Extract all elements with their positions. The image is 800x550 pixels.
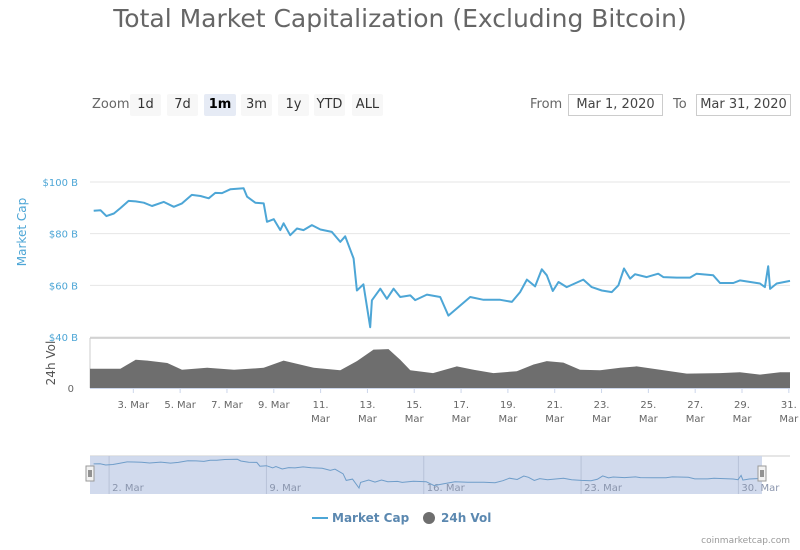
market-cap-line (93, 187, 791, 329)
x-tick-label: 11. Mar (311, 400, 331, 425)
navigator-series-line (93, 458, 763, 490)
x-tick-label: 9. Mar (258, 400, 290, 411)
to-label: To (673, 97, 687, 112)
chart-title: Total Market Capitalization (Excluding B… (113, 4, 687, 33)
navigator-tick-label: 9. Mar (269, 483, 301, 494)
x-tick-label: 25. Mar (639, 400, 659, 425)
range-button-3m[interactable]: 3m (241, 94, 272, 116)
x-tick-label: 3. Mar (118, 400, 150, 411)
x-tick-label: 13. Mar (358, 400, 378, 425)
vol-tick-label: 0 (68, 384, 74, 395)
from-label: From (530, 97, 563, 112)
x-tick-label: 19. Mar (498, 400, 518, 425)
x-tick-label: 27. Mar (686, 400, 706, 425)
navigator-tick-label: 30. Mar (741, 483, 780, 494)
y-tick-label: $60 B (49, 281, 78, 292)
to-date-input[interactable] (696, 94, 791, 116)
range-button-all[interactable]: ALL (352, 94, 383, 116)
y-tick-label: $100 B (43, 178, 79, 189)
legend-circle-icon (423, 512, 435, 524)
x-tick-label: 7. Mar (211, 400, 243, 411)
navigator-tick-label: 16. Mar (427, 483, 466, 494)
navigator-handle-left[interactable] (85, 465, 95, 482)
navigator-tick-label: 2. Mar (112, 483, 144, 494)
credit-link[interactable]: coinmarketcap.com (701, 536, 790, 546)
range-button-1y[interactable]: 1y (278, 94, 309, 116)
legend-label-market-cap: Market Cap (332, 511, 410, 525)
navigator-handle-right[interactable] (757, 465, 767, 482)
y-tick-label: $40 B (49, 333, 78, 344)
x-tick-label: 5. Mar (164, 400, 196, 411)
legend-label-volume: 24h Vol (441, 511, 491, 525)
y-axis-title-volume: 24h Vol (44, 341, 58, 386)
x-tick-label: 17. Mar (452, 400, 472, 425)
y-tick-label: $80 B (49, 230, 78, 241)
navigator-selection (90, 456, 762, 494)
navigator-tick-label: 23. Mar (584, 483, 623, 494)
x-tick-label: 29. Mar (733, 400, 753, 425)
volume-area (90, 349, 790, 388)
x-tick-label: 21. Mar (545, 400, 565, 425)
from-date-input[interactable] (568, 94, 663, 116)
zoom-label: Zoom (92, 97, 130, 112)
y-axis-title-market-cap: Market Cap (15, 198, 29, 266)
range-button-1m[interactable]: 1m (204, 94, 236, 116)
x-tick-label: 23. Mar (592, 400, 612, 425)
x-tick-label: 31. Mar (779, 400, 799, 425)
range-button-ytd[interactable]: YTD (314, 94, 345, 116)
range-button-1d[interactable]: 1d (130, 94, 161, 116)
x-tick-label: 15. Mar (405, 400, 425, 425)
range-button-7d[interactable]: 7d (167, 94, 198, 116)
